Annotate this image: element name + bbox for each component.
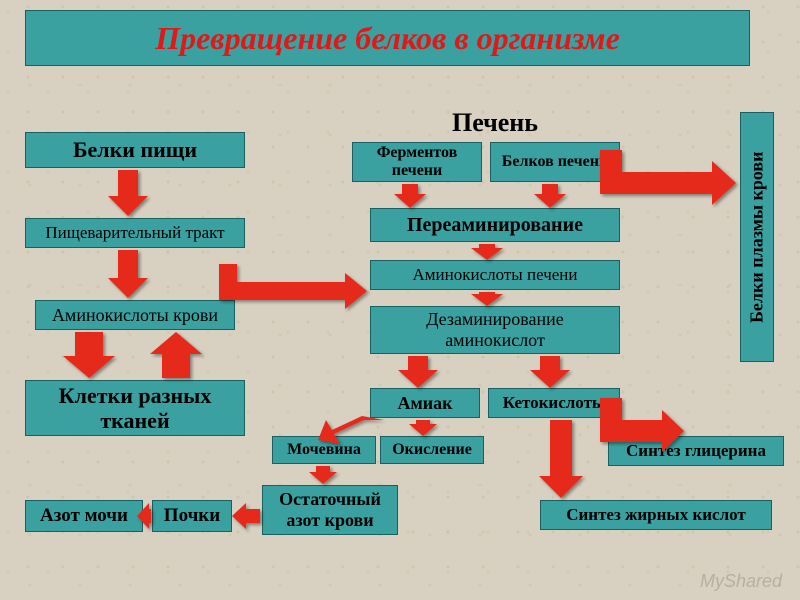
node-tissue-cells: Клетки разных тканей	[25, 380, 245, 436]
node-ammonia: Амиак	[370, 388, 480, 418]
arrow	[63, 332, 115, 378]
arrow	[309, 466, 337, 484]
node-label: Ферментов печени	[357, 144, 477, 181]
arrow	[534, 184, 566, 208]
watermark-text: MyShared	[700, 571, 782, 591]
node-label: Амиак	[397, 393, 452, 414]
node-label: Дезаминирование аминокислот	[375, 309, 615, 350]
node-label: Кетокислоты	[503, 393, 605, 413]
arrow	[108, 250, 148, 298]
node-label: Пищеварительный тракт	[45, 223, 224, 243]
arrow	[398, 356, 438, 388]
arrow	[150, 332, 202, 378]
node-deamination: Дезаминирование аминокислот	[370, 306, 620, 354]
node-residual-n: Остаточный азот крови	[262, 485, 398, 535]
node-transamination: Переаминирование	[370, 208, 620, 242]
node-liver-enzymes: Ферментов печени	[352, 142, 482, 182]
node-urine-n: Азот мочи	[25, 500, 143, 532]
node-label: Аминокислоты крови	[52, 305, 218, 326]
node-label: Азот мочи	[40, 505, 128, 527]
node-label: Почки	[164, 505, 220, 527]
node-label: Окисление	[392, 441, 472, 459]
arrow	[539, 420, 583, 498]
node-label: Белков печени	[502, 153, 608, 171]
node-label: Синтез жирных кислот	[566, 505, 746, 525]
node-label: Остаточный азот крови	[267, 489, 393, 530]
arrow	[219, 264, 367, 309]
node-label: Клетки разных тканей	[30, 383, 240, 434]
arrow	[232, 503, 260, 529]
node-liver-title: Печень	[370, 106, 620, 140]
node-label: Переаминирование	[407, 214, 583, 237]
node-label: Синтез глицерина	[626, 441, 766, 461]
arrow	[600, 150, 736, 205]
diagram-title: Превращение белков в организме	[155, 20, 620, 57]
node-label: Белки пищи	[73, 137, 197, 162]
node-blood-aa: Аминокислоты крови	[35, 300, 235, 330]
node-plasma-proteins: Белки плазмы крови	[740, 112, 774, 362]
node-label: Мочевина	[287, 441, 361, 459]
arrow	[409, 420, 437, 436]
watermark: MyShared	[700, 571, 782, 592]
arrow	[471, 244, 503, 260]
node-liver-aa: Аминокислоты печени	[370, 260, 620, 290]
arrow	[471, 292, 503, 306]
arrow	[394, 184, 426, 208]
node-ketoacids: Кетокислоты	[488, 388, 620, 418]
arrow	[530, 356, 570, 388]
node-label: Печень	[452, 108, 538, 138]
node-fa-synth: Синтез жирных кислот	[540, 500, 772, 530]
node-label: Аминокислоты печени	[412, 265, 577, 285]
node-oxidation: Окисление	[380, 436, 484, 464]
arrow	[108, 170, 148, 216]
node-food-proteins: Белки пищи	[25, 132, 245, 168]
node-liver-proteins: Белков печени	[490, 142, 620, 182]
node-label: Белки плазмы крови	[747, 151, 768, 323]
node-urea: Мочевина	[272, 436, 376, 464]
title-bar: Превращение белков в организме	[25, 10, 750, 66]
node-glycerol-synth: Синтез глицерина	[608, 436, 784, 466]
node-kidneys: Почки	[152, 500, 232, 532]
node-digestive-tract: Пищеварительный тракт	[25, 218, 245, 248]
